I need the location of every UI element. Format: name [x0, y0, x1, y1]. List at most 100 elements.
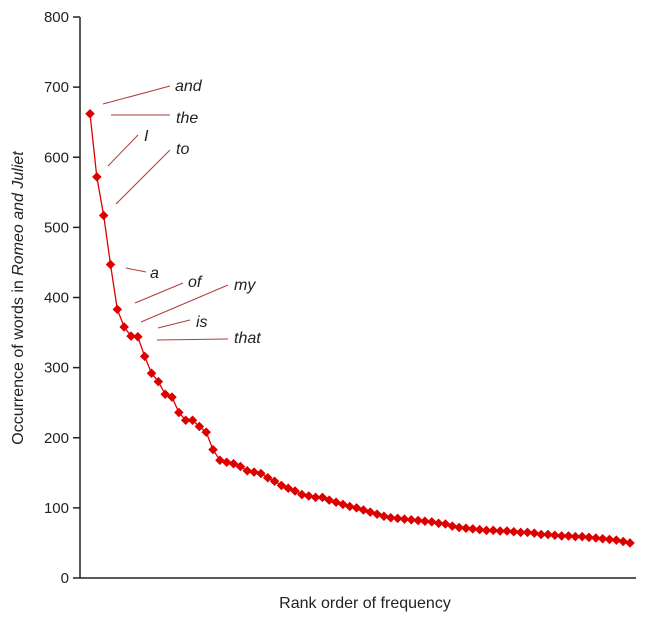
data-point — [112, 304, 123, 315]
data-point — [153, 376, 164, 387]
data-point — [474, 524, 485, 535]
word-label-my: my — [234, 277, 256, 294]
data-point — [440, 519, 451, 529]
y-tick-label-400: 400 — [44, 290, 69, 307]
data-point — [413, 515, 423, 526]
word-label-that: that — [234, 330, 261, 347]
data-point — [194, 421, 205, 432]
data-point — [126, 331, 136, 341]
data-point — [577, 531, 587, 542]
data-point — [310, 492, 321, 503]
data-point — [488, 525, 499, 536]
data-point — [495, 526, 505, 536]
data-point — [290, 486, 300, 496]
data-point — [92, 172, 102, 182]
data-point — [399, 514, 410, 524]
y-tick-label-200: 200 — [44, 430, 69, 447]
data-point — [385, 512, 396, 523]
data-point — [235, 461, 246, 472]
data-point — [625, 538, 635, 548]
series-line-group — [89, 113, 631, 544]
data-points — [85, 109, 635, 548]
data-point — [187, 415, 198, 425]
data-point — [481, 525, 492, 536]
data-point — [597, 533, 608, 544]
y-tick-label-300: 300 — [44, 360, 69, 377]
data-point — [447, 521, 458, 531]
annotation-words: and the Ito a of my is that — [144, 78, 261, 347]
y-axis-title-prefix: Occurrence of words in — [10, 276, 27, 445]
leader-to — [115, 149, 171, 205]
data-point — [392, 513, 403, 524]
data-point — [563, 531, 574, 541]
data-point — [604, 534, 615, 545]
leader-my — [140, 284, 229, 323]
data-point — [98, 210, 109, 221]
data-point — [461, 523, 471, 533]
leader-I — [107, 134, 139, 167]
data-point — [522, 527, 533, 538]
data-point — [543, 529, 553, 540]
series-line — [89, 113, 631, 544]
data-point — [160, 389, 170, 400]
data-point — [242, 465, 252, 476]
word-label-of: of — [188, 274, 203, 291]
word-label-the: the — [176, 110, 198, 127]
leader-and — [102, 85, 171, 105]
data-point — [276, 480, 287, 491]
leader-a — [125, 267, 147, 273]
data-point — [146, 368, 157, 379]
data-point — [591, 533, 601, 543]
data-point — [509, 526, 519, 537]
y-axis: 0 100 200 300 400 500 600 700 800 — [44, 9, 81, 587]
data-point — [133, 332, 143, 342]
word-label-a: a — [150, 265, 159, 282]
data-point — [167, 392, 177, 402]
data-point — [201, 427, 211, 437]
data-point — [618, 536, 628, 547]
y-tick-label-600: 600 — [44, 149, 69, 166]
data-point — [550, 530, 560, 540]
word-label-I: I — [144, 128, 149, 145]
y-tick-label-100: 100 — [44, 500, 69, 517]
data-point — [303, 491, 314, 501]
y-ticks: 0 100 200 300 400 500 600 700 800 — [44, 9, 80, 587]
data-point — [221, 457, 232, 468]
data-point — [283, 483, 293, 494]
data-point — [611, 535, 622, 545]
y-axis-title: Occurrence of words in Romeo and Juliet — [10, 151, 27, 445]
x-axis-title: Rank order of frequency — [279, 595, 451, 612]
data-point — [570, 531, 581, 542]
data-point — [344, 501, 355, 512]
data-point — [105, 259, 116, 270]
data-point — [119, 322, 129, 332]
data-point — [317, 492, 328, 503]
y-axis-title-italic: Romeo and Juliet — [10, 151, 27, 276]
data-point — [174, 407, 184, 418]
data-point — [85, 109, 95, 119]
word-label-to: to — [176, 141, 189, 158]
data-point — [180, 415, 191, 425]
data-point — [262, 472, 273, 483]
leader-is — [157, 319, 191, 329]
data-point — [139, 351, 150, 362]
data-point — [379, 511, 389, 522]
data-point — [454, 522, 464, 533]
data-point — [427, 517, 437, 527]
data-point — [208, 444, 218, 455]
data-point — [515, 527, 526, 538]
data-point — [406, 515, 417, 525]
word-label-is: is — [196, 314, 208, 331]
data-point — [502, 526, 512, 536]
data-point — [584, 532, 594, 543]
data-point — [468, 524, 478, 534]
y-tick-label-800: 800 — [44, 9, 69, 26]
data-point — [256, 468, 266, 479]
leader-of — [134, 282, 184, 304]
y-tick-label-500: 500 — [44, 219, 69, 236]
word-label-and: and — [175, 78, 203, 95]
data-point — [536, 529, 546, 540]
data-point — [420, 516, 430, 526]
y-tick-label-0: 0 — [61, 570, 69, 587]
